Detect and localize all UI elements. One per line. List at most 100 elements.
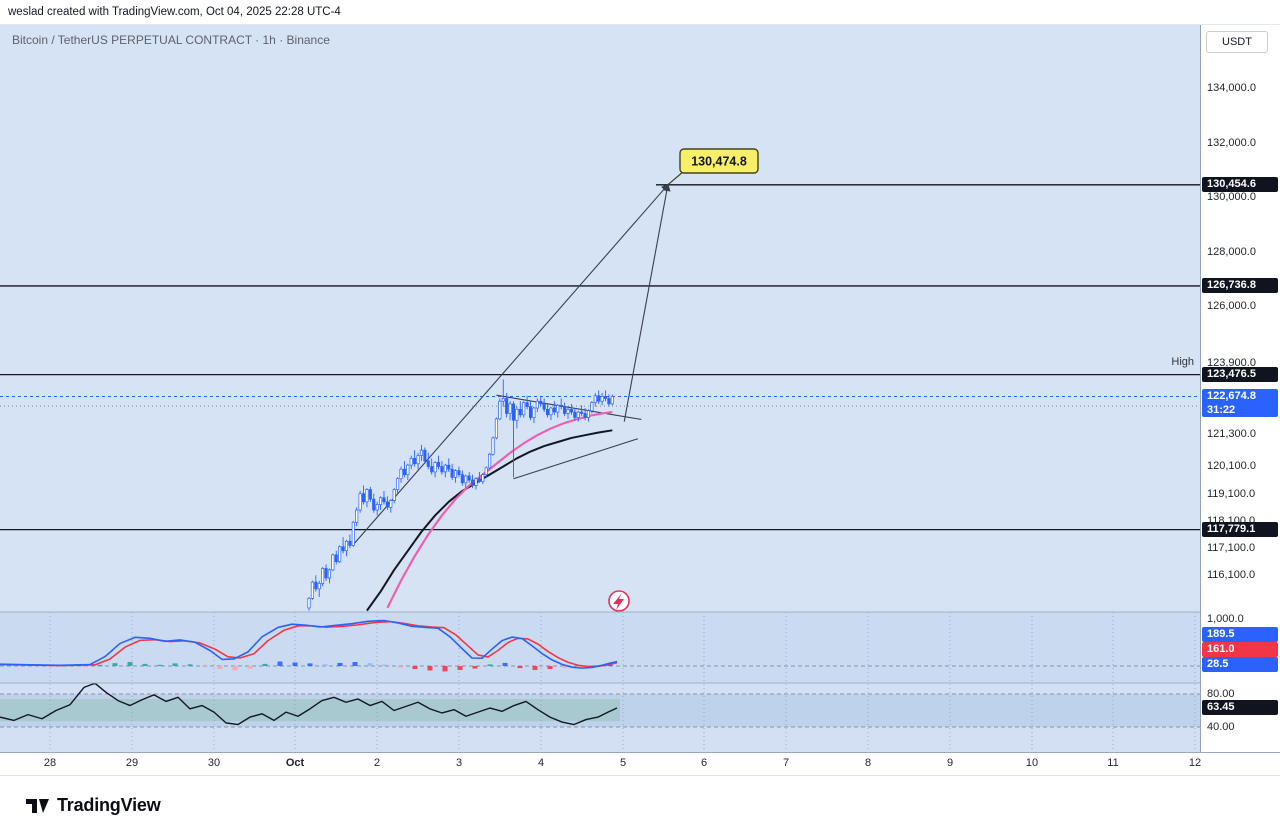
macd-histogram-bar xyxy=(562,666,568,668)
macd-value-badge: 28.5 xyxy=(1202,656,1278,672)
main-pane-bg xyxy=(0,25,1200,612)
macd-histogram-bar xyxy=(142,663,148,666)
time-tick: 28 xyxy=(43,757,57,769)
candle-body xyxy=(501,398,505,402)
macd-scale-tick: 1,000.0 xyxy=(1207,613,1244,625)
chart-canvas[interactable]: 130,474.8 Bitcoin / TetherUS PERPETUAL C… xyxy=(0,25,1200,752)
trendline-drawings[interactable] xyxy=(352,183,671,546)
trendline[interactable] xyxy=(352,183,669,546)
macd-histogram-bar xyxy=(487,664,493,666)
candles-layer xyxy=(307,379,614,611)
candle-body xyxy=(409,457,413,466)
candle-body xyxy=(355,509,359,523)
macd-histogram-bar xyxy=(307,663,313,666)
candle-body xyxy=(416,455,420,465)
price-chart-svg[interactable]: 130,474.8 xyxy=(0,25,1200,752)
macd-histogram-bar xyxy=(457,666,463,670)
candle-body xyxy=(511,403,516,421)
candle-body xyxy=(528,406,533,418)
candle-body xyxy=(436,462,441,467)
macd-histogram-bar xyxy=(157,664,163,666)
time-tick: 29 xyxy=(125,757,139,769)
ma-black-line xyxy=(366,429,613,612)
candle-body xyxy=(583,413,587,418)
candle-body xyxy=(477,478,481,482)
candle-body xyxy=(559,404,563,407)
tradingview-logo-text: TradingView xyxy=(57,794,161,815)
trendline[interactable] xyxy=(513,438,639,480)
candle-body xyxy=(481,474,485,482)
price-axis[interactable]: USDT 134,000.0 132,000.0 130,000.0 128,000.… xyxy=(1200,25,1280,752)
time-tick: 8 xyxy=(864,757,872,769)
macd-histogram-bar xyxy=(187,664,193,666)
oscillator-line xyxy=(0,682,618,726)
footer-bar: TradingView xyxy=(0,777,1280,835)
candle-body xyxy=(399,468,403,480)
candle-body xyxy=(307,598,311,609)
flash-icon[interactable] xyxy=(608,590,630,612)
price-tick: 130,000.0 xyxy=(1207,191,1256,204)
day-high-label: High xyxy=(1171,356,1194,368)
candle-body xyxy=(447,464,451,470)
candle-body xyxy=(600,396,604,402)
candle-body xyxy=(532,407,536,418)
candle-body xyxy=(338,546,342,563)
candle-body xyxy=(535,400,539,409)
macd-histogram-bar xyxy=(172,663,178,666)
macd-histogram-bar xyxy=(112,663,118,666)
candle-body xyxy=(331,554,335,571)
tradingview-logo[interactable]: TradingView xyxy=(24,792,161,818)
candle-body xyxy=(402,468,406,475)
current-price-value: 122,674.8 xyxy=(1207,390,1256,403)
candle-body xyxy=(317,583,321,590)
time-tick: Oct xyxy=(285,757,305,769)
candle-body xyxy=(597,395,601,402)
watermark-text: weslad created with TradingView.com, Oct… xyxy=(0,0,1280,25)
level-price-badge: 126,736.8 xyxy=(1202,278,1278,294)
candle-body xyxy=(603,396,608,399)
candle-body xyxy=(327,569,331,579)
candle-body xyxy=(365,489,369,503)
time-tick: 30 xyxy=(207,757,221,769)
candle-body xyxy=(368,489,372,500)
macd-histogram-bar xyxy=(217,666,223,670)
macd-histogram-bar xyxy=(337,662,343,666)
candle-body xyxy=(515,409,519,421)
macd-histogram-bar xyxy=(532,666,538,670)
macd-value-badge: 161.0 xyxy=(1202,641,1278,657)
candle-body xyxy=(375,504,379,511)
candle-body xyxy=(593,395,597,403)
candle-body xyxy=(440,466,444,473)
macd-histogram-bar xyxy=(607,664,613,666)
macd-histogram-bar xyxy=(367,663,373,666)
price-tick: 121,300.0 xyxy=(1207,427,1256,440)
oscillator-band xyxy=(0,694,1200,727)
candle-body xyxy=(348,540,352,546)
candle-body xyxy=(518,409,522,416)
candle-body xyxy=(491,437,495,455)
macd-histogram-bar xyxy=(442,666,448,672)
callout-box[interactable] xyxy=(679,148,759,174)
price-tick: 132,000.0 xyxy=(1207,136,1256,149)
callout-drawing[interactable]: 130,474.8 xyxy=(667,148,759,186)
candle-body xyxy=(406,464,410,475)
price-tick: 117,100.0 xyxy=(1207,542,1256,555)
macd-histogram-bar xyxy=(202,666,208,668)
candle-body xyxy=(372,498,376,511)
candle-body xyxy=(576,411,580,418)
currency-button[interactable]: USDT xyxy=(1206,31,1268,53)
oscillator-scale-tick: 40.00 xyxy=(1207,721,1235,733)
candle-body xyxy=(471,479,475,486)
trendline[interactable] xyxy=(496,394,642,420)
candle-body xyxy=(344,540,349,552)
candle-body xyxy=(464,475,468,484)
candle-body xyxy=(563,406,567,414)
level-price-badge: 130,454.6 xyxy=(1202,177,1278,193)
time-tick: 9 xyxy=(946,757,954,769)
horizontal-levels[interactable] xyxy=(0,184,1200,531)
macd-histogram-bar xyxy=(247,666,253,669)
trendline[interactable] xyxy=(623,183,671,422)
time-axis[interactable]: 28 29 30 Oct 2 3 4 5 6 7 8 9 10 11 12 xyxy=(0,752,1280,776)
candle-body xyxy=(542,403,546,410)
candle-body xyxy=(566,409,570,414)
